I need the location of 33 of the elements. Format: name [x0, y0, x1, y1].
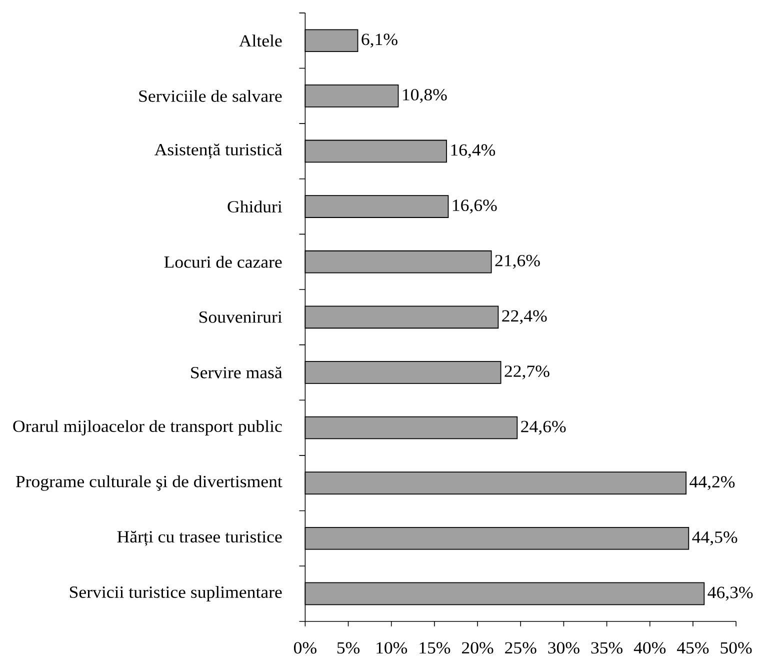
data-label: 16,4% — [451, 144, 496, 158]
y-tick-label: Orarul mijloacelor de transport public — [13, 420, 282, 436]
y-tick-label: Serviciile de salvare — [139, 90, 282, 102]
data-label: 16,6% — [452, 199, 497, 214]
x-tick-label: 0% — [294, 642, 316, 654]
data-label: 46,3% — [708, 586, 753, 600]
y-tick-label: Locuri de cazare — [164, 256, 282, 268]
data-label: 6,1% — [362, 34, 398, 48]
x-tick-label: 5% — [337, 642, 360, 654]
y-tick-label: Souveniruri — [200, 311, 282, 323]
x-tick-label: 25% — [505, 642, 536, 654]
x-tick-label: 35% — [591, 642, 622, 654]
x-tick-label: 15% — [420, 642, 450, 654]
x-tick-label: 45% — [676, 642, 709, 654]
data-label: 10,8% — [403, 88, 447, 103]
x-tick-label: 10% — [376, 642, 408, 654]
y-tick-label: Programe culturale şi de divertisment — [16, 475, 282, 491]
y-tick-label: Ghiduri — [228, 200, 282, 212]
y-tick-label: Hărți cu trasee turistice — [117, 530, 282, 546]
x-tick-label: 50% — [720, 642, 752, 654]
data-label: 22,4% — [502, 310, 547, 324]
x-tick-label: 40% — [634, 642, 666, 654]
data-label: 22,7% — [504, 365, 550, 380]
y-tick-label: Asistență turistică — [154, 143, 282, 159]
data-label: 44,5% — [692, 531, 738, 546]
data-label: 21,6% — [495, 254, 540, 269]
data-label: 24,6% — [521, 420, 566, 435]
x-tick-label: 20% — [462, 642, 494, 654]
y-tick-label: Servicii turistice suplimentare — [70, 586, 282, 602]
x-tick-label: 30% — [548, 642, 580, 654]
y-tick-label: Servire masă — [191, 366, 282, 378]
y-tick-label: Altele — [239, 34, 282, 46]
data-label: 44,2% — [690, 476, 735, 490]
